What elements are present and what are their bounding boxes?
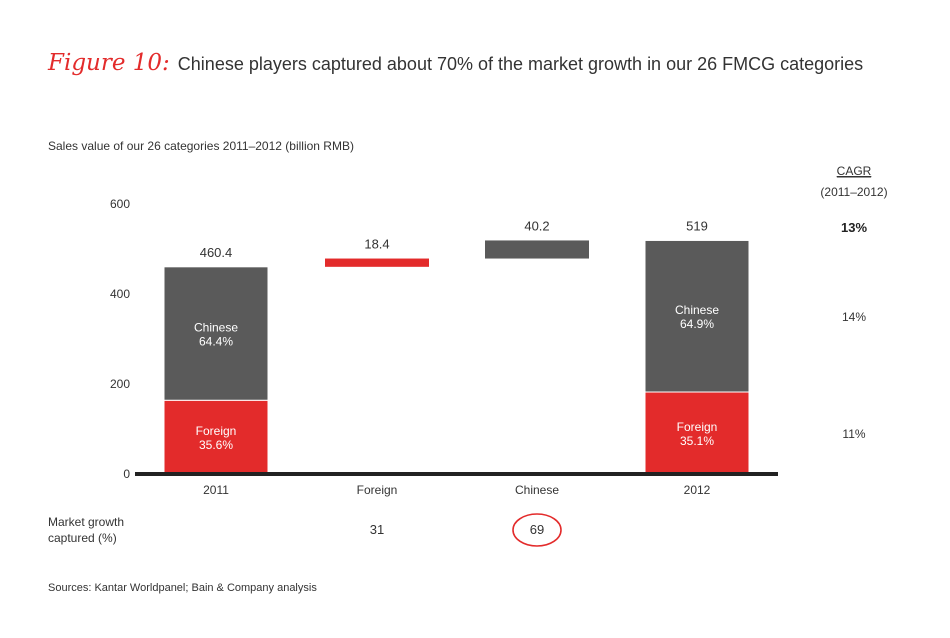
segment-label: Chinese [675,303,719,317]
bar-value-label: 18.4 [364,237,389,252]
y-tick-label: 200 [110,377,130,391]
bar-increment-chinese [485,240,589,259]
y-tick-label: 0 [123,467,130,481]
bar-increment-foreign [325,258,429,267]
market-growth-label-line2: captured (%) [48,531,117,545]
x-tick-label: 2011 [203,483,229,497]
segment-label: Chinese [194,321,238,335]
bar-segment-foreign [644,391,750,475]
segment-label: Foreign [677,420,718,434]
chart-title: Chinese players captured about 70% of th… [177,54,864,74]
title-row: Figure 10: Chinese players captured abou… [48,50,863,76]
y-tick-label: 600 [110,197,130,211]
cagr-header: CAGR [837,164,872,178]
cagr-period: (2011–2012) [820,185,887,199]
market-growth-label: Market growth captured (%) [48,514,124,546]
segment-percent-label: 64.9% [680,317,714,331]
chart-subtitle: Sales value of our 26 categories 2011–20… [48,139,354,153]
cagr-foreign: 11% [842,427,865,441]
x-tick-label: Foreign [357,483,398,497]
segment-percent-label: 35.1% [680,434,714,448]
sources-note: Sources: Kantar Worldpanel; Bain & Compa… [48,582,317,594]
bar-value-label: 40.2 [524,218,549,233]
figure-label: Figure 10: [48,50,170,76]
segment-percent-label: 64.4% [199,335,233,349]
cagr-chinese: 14% [842,310,866,324]
x-tick-label: 2012 [684,483,711,497]
market-growth-label-line1: Market growth [48,515,125,529]
highlight-circle [512,513,562,547]
market-growth-value: 31 [370,522,384,537]
y-tick-label: 400 [110,287,130,301]
bar-segment-chinese [644,239,750,393]
segment-label: Foreign [196,424,237,438]
bar-total-label: 519 [686,218,708,233]
cagr-total: 13% [841,220,867,235]
x-tick-label: Chinese [515,483,559,497]
segment-percent-label: 35.6% [199,438,233,452]
bar-total-label: 460.4 [200,245,233,260]
market-growth-value: 69 [530,522,544,537]
bar-segment-chinese [163,266,269,401]
